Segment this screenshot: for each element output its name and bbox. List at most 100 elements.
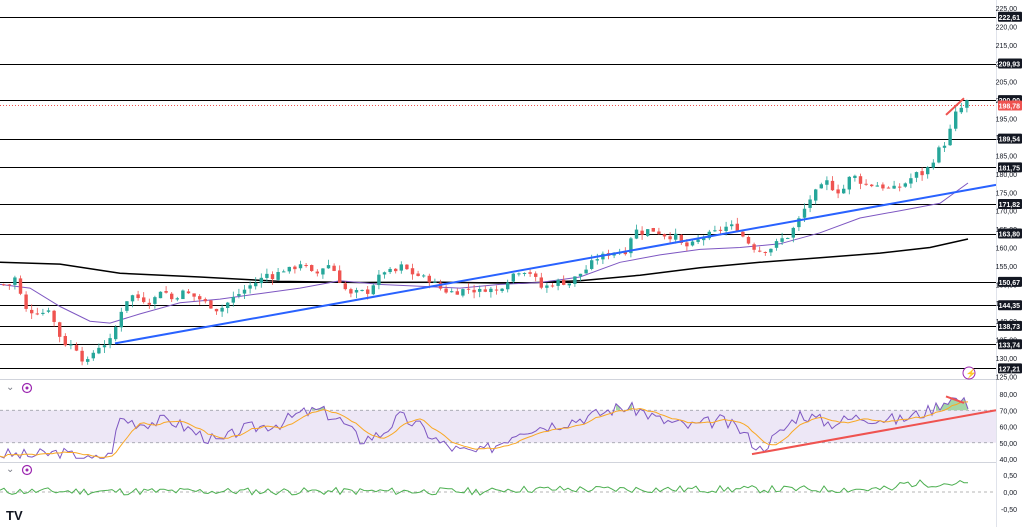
candle	[506, 279, 510, 293]
candle	[539, 272, 543, 290]
candle	[220, 304, 224, 317]
candle	[584, 265, 588, 274]
candle	[550, 282, 555, 288]
candle	[578, 273, 583, 281]
price-tick-label: 155,00	[996, 264, 1018, 271]
candle	[769, 248, 773, 256]
candle	[315, 269, 319, 277]
candle	[651, 227, 655, 232]
candle	[466, 283, 471, 294]
candle	[634, 224, 639, 240]
price-tick-label: 175,00	[996, 190, 1018, 197]
candle	[170, 292, 174, 303]
candle	[489, 287, 493, 298]
level-price-label: 181,75	[998, 162, 1022, 173]
candle	[556, 278, 560, 291]
candle	[405, 264, 409, 270]
candle	[657, 227, 661, 235]
rsi-pane[interactable]	[0, 395, 997, 460]
price-tick-label: 225,00	[996, 6, 1018, 13]
candle	[763, 251, 767, 256]
resistance-levels	[0, 17, 996, 369]
alert-icon[interactable]: ⚡	[962, 366, 977, 380]
uptrend-line[interactable]	[114, 183, 997, 345]
svg-text:144,35: 144,35	[999, 303, 1021, 310]
candle	[282, 269, 286, 273]
candle	[746, 235, 751, 245]
candle	[786, 237, 790, 240]
momentum-pane[interactable]	[0, 479, 996, 496]
candle	[668, 232, 672, 244]
price-tick-label: 180,00	[996, 172, 1018, 179]
candle	[511, 273, 515, 284]
momentum-tick-label: 0,50	[1003, 473, 1017, 480]
candle	[881, 182, 885, 191]
candle	[214, 308, 219, 315]
candle	[114, 325, 118, 342]
candle	[422, 273, 426, 278]
price-tick-label: 215,00	[996, 43, 1018, 50]
candle	[198, 294, 202, 305]
candle	[853, 174, 857, 182]
candle	[276, 268, 280, 281]
candle	[562, 275, 566, 286]
candle	[444, 285, 448, 294]
candle	[265, 268, 269, 283]
rsi-divergence-line[interactable]	[945, 395, 965, 404]
tradingview-logo[interactable]: TV	[6, 508, 23, 523]
svg-text:181,75: 181,75	[999, 165, 1021, 172]
level-price-label: 144,35	[998, 300, 1022, 311]
current-price-label: 198,78	[998, 100, 1022, 111]
candle	[46, 307, 51, 314]
refresh-icon[interactable]	[21, 382, 33, 394]
price-pane[interactable]	[0, 17, 997, 369]
candle	[875, 181, 879, 187]
collapse-icon[interactable]: ⌄	[6, 382, 14, 393]
rsi-tick-label: 80,00	[999, 392, 1017, 399]
rsi-trendline[interactable]	[751, 409, 997, 456]
candle	[573, 276, 577, 287]
candle	[164, 286, 168, 294]
candle	[35, 307, 39, 316]
candle	[797, 216, 801, 231]
collapse-icon[interactable]: ⌄	[6, 464, 14, 475]
candle	[181, 289, 185, 300]
candle	[713, 225, 717, 232]
candle	[662, 233, 667, 240]
svg-text:189,54: 189,54	[999, 137, 1021, 144]
refresh-icon[interactable]	[21, 464, 33, 476]
candle	[153, 295, 157, 309]
candle	[382, 271, 387, 279]
divergence-line[interactable]	[945, 97, 965, 116]
candle	[130, 294, 135, 308]
level-price-label: 171,82	[998, 198, 1022, 209]
candle	[410, 263, 415, 280]
rsi-tick-label: 50,00	[999, 441, 1017, 448]
level-price-label: 209,93	[998, 58, 1022, 69]
price-axis[interactable]: 225,00220,00215,00210,00205,00200,00195,…	[996, 0, 1022, 527]
candle	[175, 296, 179, 302]
candle	[18, 275, 23, 296]
candle	[903, 182, 907, 188]
candle	[758, 246, 762, 253]
svg-text:171,82: 171,82	[999, 202, 1021, 209]
candle	[954, 106, 958, 132]
svg-text:138,73: 138,73	[999, 324, 1021, 331]
candle	[186, 289, 191, 294]
level-price-label: 133,74	[998, 339, 1022, 350]
svg-text:163,80: 163,80	[999, 232, 1021, 239]
rsi-tick-label: 40,00	[999, 457, 1017, 464]
momentum-tick-label: -0,50	[1001, 507, 1017, 514]
candle	[360, 289, 364, 292]
candle	[959, 102, 963, 114]
trendlines	[114, 97, 997, 345]
candle	[914, 171, 919, 183]
level-price-label: 163,80	[998, 228, 1022, 239]
candle	[69, 339, 73, 350]
candle	[125, 301, 129, 313]
candle	[920, 167, 924, 181]
candle	[937, 145, 941, 164]
svg-text:222,61: 222,61	[999, 15, 1021, 22]
candle	[41, 308, 45, 316]
candle	[864, 179, 868, 186]
